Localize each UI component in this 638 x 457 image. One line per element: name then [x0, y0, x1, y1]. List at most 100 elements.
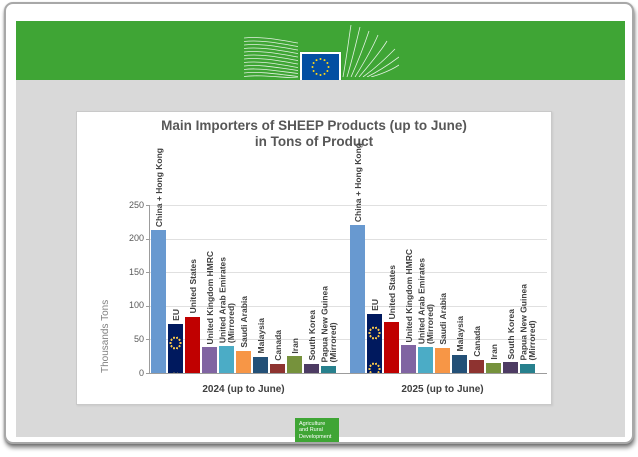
badge-line3: Development — [299, 433, 332, 440]
x-axis-group-label: 2024 (up to June) — [202, 384, 285, 395]
bar-slot: Malaysia — [253, 205, 268, 373]
gridline-150 — [150, 272, 547, 274]
y-tick-mark-150 — [146, 272, 150, 274]
bar — [304, 363, 319, 373]
bar — [185, 316, 200, 373]
bar — [401, 345, 416, 373]
bar-slot: Iran — [287, 205, 302, 373]
bar — [219, 346, 234, 373]
bar-label: Saudi Arabia — [238, 296, 249, 348]
bar — [503, 362, 518, 373]
badge-line2: and Rural — [299, 427, 323, 434]
gridline-50 — [150, 339, 547, 341]
badge-line1: Agriculture — [299, 421, 326, 427]
gridline-200 — [150, 238, 547, 240]
bar-label: South Korea — [505, 308, 516, 360]
bar — [469, 359, 484, 373]
bar-slot: United Arab Emirates (Mirrored) — [416, 205, 435, 373]
bar — [321, 365, 336, 373]
bar — [270, 363, 285, 373]
bar-slot: United States — [185, 205, 200, 373]
y-tick-label-150: 150 — [128, 266, 144, 277]
y-tick-label-200: 200 — [128, 233, 144, 244]
bar-label: Malaysia — [454, 316, 465, 352]
bar-label: United Arab Emirates (Mirrored) — [416, 257, 435, 344]
y-axis-title: Thousands Tons — [100, 299, 111, 373]
y-tick-mark-250 — [146, 205, 150, 206]
chart-card: Main Importers of SHEEP Products (up to … — [76, 111, 552, 405]
y-tick-label-50: 50 — [133, 333, 144, 344]
bar-label: Papua New Guinea (Mirrored) — [518, 284, 537, 361]
bar — [435, 348, 450, 373]
bar-label: United States — [187, 259, 198, 314]
y-tick-label-100: 100 — [128, 300, 144, 311]
ec-building-graphic-right — [341, 24, 400, 78]
bar — [168, 323, 183, 373]
bar-label: United Kingdom HMRC — [403, 248, 414, 343]
chart-title-line1: Main Importers of SHEEP Products (up to … — [161, 118, 467, 133]
bar-slot: Malaysia — [452, 205, 467, 373]
bar — [151, 229, 166, 373]
bar-label: China + Hong Kong — [352, 143, 363, 223]
bar — [367, 313, 382, 373]
bar-slot: China + Hong Kong — [151, 148, 166, 373]
bar-label: China + Hong Kong — [153, 147, 164, 227]
y-tick-mark-100 — [146, 305, 150, 307]
bar — [452, 354, 467, 373]
bar-slot: Saudi Arabia — [236, 205, 251, 373]
bar-label: Malaysia — [255, 318, 266, 354]
bar-slot: China + Hong Kong — [350, 143, 365, 373]
bar — [202, 347, 217, 373]
y-tick-label-250: 250 — [128, 199, 144, 210]
y-tick-mark-200 — [146, 238, 150, 240]
ec-building-graphic-left — [243, 32, 299, 79]
gridline-250 — [150, 205, 547, 206]
bar-label: South Korea — [306, 310, 317, 361]
chart-title-line2: in Tons of Product — [254, 133, 374, 149]
y-tick-mark-50 — [146, 339, 150, 341]
bar-slot: South Korea — [304, 205, 319, 373]
bar-label: EU — [170, 309, 181, 321]
badge-blue-strip — [295, 442, 339, 444]
bar-label: Saudi Arabia — [437, 293, 448, 346]
bar-label: Iran — [488, 344, 499, 360]
slide-frame: European Commission Main Importers of SH… — [4, 2, 634, 444]
bar-label: Canada — [272, 329, 283, 361]
bar-slot: EU — [367, 205, 382, 373]
bar — [350, 225, 365, 373]
bar-slot: United Kingdom HMRC — [202, 205, 217, 373]
bar — [287, 356, 302, 373]
plot-area: Thousands Tons 0 50 100 150 200 250 China + Ho… — [100, 143, 547, 395]
bar — [486, 362, 501, 373]
bar — [236, 350, 251, 373]
bar-slot: Saudi Arabia — [435, 205, 450, 373]
bar — [253, 356, 268, 373]
bar-slot: Canada — [469, 205, 484, 373]
bar-slot: Papua New Guinea (Mirrored) — [518, 205, 537, 373]
y-tick-label-0: 0 — [138, 367, 144, 378]
bar-slot: United States — [384, 205, 399, 373]
bar-slot: Iran — [486, 205, 501, 373]
bar-slot: United Kingdom HMRC — [401, 205, 416, 373]
bar-label: United Arab Emirates (Mirrored) — [217, 257, 236, 344]
bar — [418, 346, 433, 373]
bar — [384, 321, 399, 373]
bar-label: United Kingdom HMRC — [204, 250, 215, 345]
x-axis-group-label: 2025 (up to June) — [401, 384, 484, 395]
bar-label: Papua New Guinea (Mirrored) — [319, 286, 338, 363]
y-tick-mark-0 — [146, 373, 150, 374]
gridline-100 — [150, 305, 547, 307]
bar-slot: United Arab Emirates (Mirrored) — [217, 205, 236, 373]
bar-label: Iran — [289, 337, 300, 354]
eu-flag-icon — [302, 54, 339, 80]
bar-label: EU — [369, 299, 380, 311]
bar-label: Canada — [471, 325, 482, 357]
agriculture-rural-development-badge: Agriculture and Rural Development — [295, 418, 339, 444]
bar-group-1: China + Hong Kong EU United States United K… — [151, 148, 338, 373]
bar — [520, 363, 535, 373]
bar-slot: Canada — [270, 205, 285, 373]
bar-group-2: China + Hong Kong EU United States United K… — [350, 143, 537, 373]
bar-slot: South Korea — [503, 205, 518, 373]
bar-slot: Papua New Guinea (Mirrored) — [319, 205, 338, 373]
